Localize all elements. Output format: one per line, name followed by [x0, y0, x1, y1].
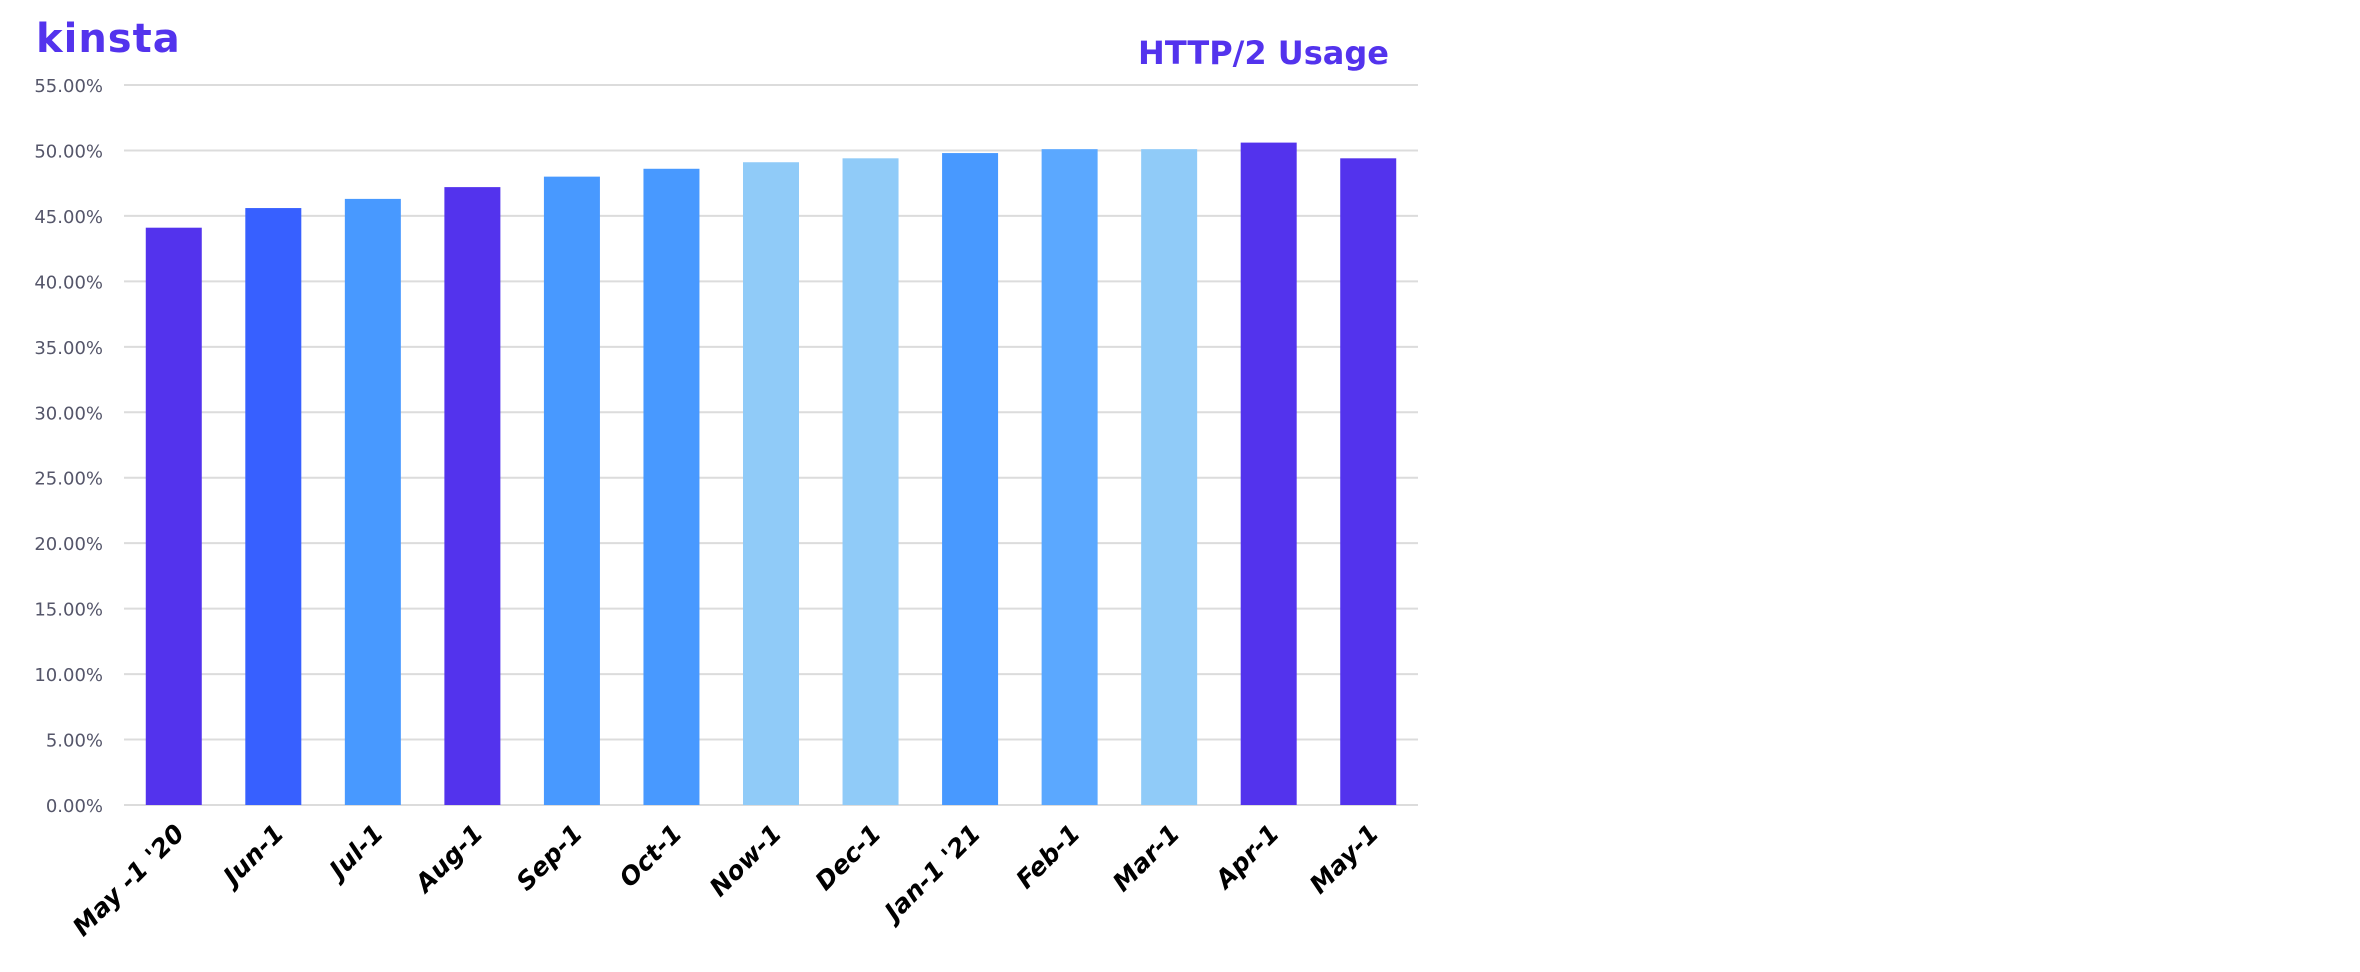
x-tick-label: Apr-1	[1208, 819, 1285, 896]
x-tick-label: Jul-1	[320, 819, 389, 888]
y-tick-label: 55.00%	[34, 76, 103, 97]
y-tick-label: 20.00%	[34, 534, 103, 555]
x-tick-label: Sep-1	[511, 819, 589, 897]
y-tick-label: 35.00%	[34, 338, 103, 359]
x-tick-label: Aug-1	[408, 819, 488, 899]
bar	[444, 187, 501, 806]
bar	[942, 153, 999, 805]
x-tick-label: May -1 '20	[67, 819, 190, 942]
bar	[1141, 149, 1198, 806]
x-axis-labels: May -1 '20 Jun-1 Jul-1 Aug-1 Sep-1 Oct-1 Now-1…	[67, 819, 1384, 942]
x-tick-label: Mar-1	[1107, 819, 1185, 897]
y-tick-label: 15.00%	[34, 600, 103, 621]
y-tick-label: 0.00%	[46, 796, 103, 817]
bar	[245, 208, 302, 805]
bar	[543, 176, 600, 806]
bar	[145, 227, 202, 805]
kinsta-logo: kinsta	[36, 16, 181, 62]
y-tick-label: 50.00%	[34, 141, 103, 162]
x-tick-label: Dec-1	[809, 819, 886, 896]
x-tick-label: Oct-1	[614, 819, 688, 893]
bar	[344, 198, 401, 805]
y-tick-label: 40.00%	[34, 272, 103, 293]
bars	[145, 142, 1397, 806]
y-tick-label: 25.00%	[34, 469, 103, 490]
x-tick-label: Jun-1	[214, 819, 289, 894]
y-tick-label: 45.00%	[34, 207, 103, 228]
y-tick-label: 10.00%	[34, 665, 103, 686]
x-tick-label: Now-1	[704, 819, 787, 902]
y-tick-label: 5.00%	[46, 731, 103, 752]
y-axis-ticks: 0.00% 5.00% 10.00% 15.00% 20.00% 25.00% 30.00%…	[34, 76, 103, 817]
bar	[1240, 142, 1297, 806]
bar	[743, 162, 799, 806]
bar	[842, 158, 899, 806]
x-tick-label: Feb-1	[1010, 819, 1085, 894]
chart-title: HTTP/2 Usage	[1138, 34, 1389, 72]
x-tick-label: Jan-1 '21	[875, 819, 986, 930]
bar	[1340, 158, 1397, 806]
y-tick-label: 30.00%	[34, 403, 103, 424]
bar	[643, 168, 700, 806]
x-tick-label: May-1	[1304, 819, 1385, 900]
bar	[1041, 149, 1098, 806]
